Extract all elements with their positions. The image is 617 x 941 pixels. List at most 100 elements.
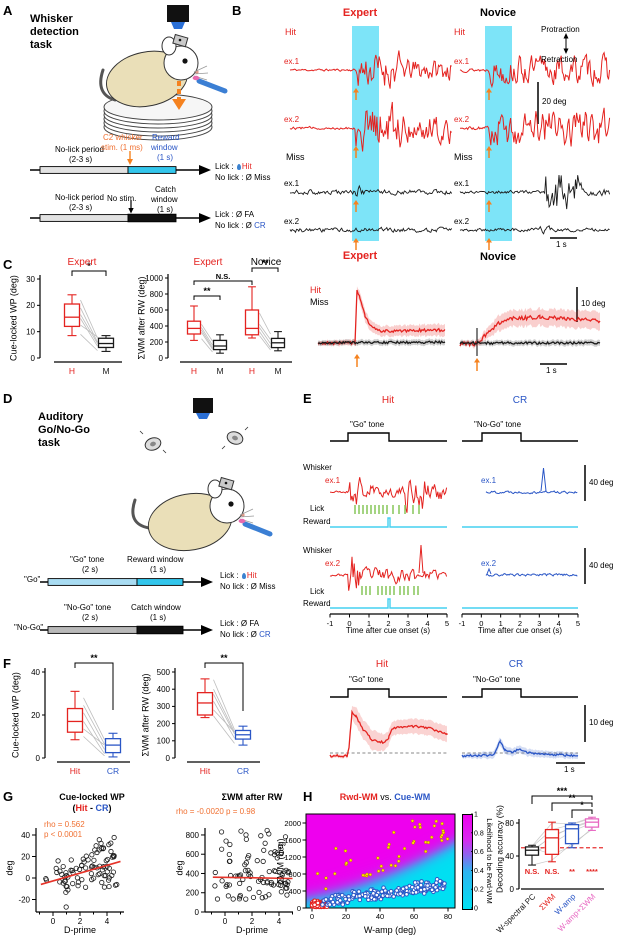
svg-text:0: 0: [223, 917, 228, 926]
boxplot-c_left: 0 10 20 30 H M *: [26, 261, 122, 376]
tongue: [192, 75, 200, 81]
lick-row-2: Lick: [310, 587, 325, 596]
novice-header: Novice: [479, 7, 517, 19]
svg-text:400: 400: [288, 887, 301, 896]
reward-window-3: (1 s): [157, 153, 173, 162]
svg-text:M: M: [102, 366, 109, 376]
scale-bars-b: [537, 82, 578, 365]
svg-text:500: 500: [157, 668, 171, 677]
colorbar: [462, 814, 473, 910]
ex2-cr-e: ex.2: [481, 559, 497, 568]
lick-ticks: [354, 505, 420, 595]
catch-window-3: (1 s): [157, 205, 173, 214]
catch-window-1: Catch: [155, 185, 176, 194]
svg-text:M: M: [274, 366, 281, 376]
svg-text:20: 20: [21, 852, 30, 861]
colorbar-label: Likelihood to be Rwd-WM: [484, 818, 494, 904]
task-title-d2: Go/No-Go: [38, 424, 90, 436]
ex1-novice-miss: ex.1: [454, 179, 470, 188]
scalebar-10deg-b: 10 deg: [581, 299, 606, 308]
svg-text:40: 40: [21, 831, 30, 840]
heatmap-h_heat: 0 400 800 1200 1600 2000 0 20 40 60 80 1 0.8 0.6 0.4 0.…: [284, 812, 484, 922]
ex2-expert-miss: ex.2: [284, 217, 300, 226]
g-left-title: Cue-locked WP: [59, 792, 125, 802]
avg-miss-legend: Miss: [310, 297, 329, 307]
protraction-label: Protraction: [541, 25, 580, 34]
h-heat-ylabel: ΣWM (deg): [275, 838, 286, 884]
svg-text:*: *: [87, 261, 91, 271]
svg-text:800: 800: [288, 870, 301, 879]
svg-text:****: ****: [586, 867, 598, 876]
nolick-label-1: No-lick period: [55, 145, 104, 154]
cr-header-e: CR: [512, 395, 528, 406]
panel-label-h: H: [303, 789, 313, 804]
outcome-fa-d: Lick : Ø FA: [220, 619, 260, 628]
svg-text:40: 40: [505, 852, 514, 861]
boxplot-c_right: 0 200 400 600 800 1000 H M H M ** N.S. **: [145, 258, 292, 376]
task-timeline-d: [40, 577, 213, 635]
svg-text:0: 0: [195, 908, 200, 917]
svg-text:200: 200: [157, 719, 171, 728]
reward-window-1: Reward: [152, 133, 180, 142]
svg-text:200: 200: [186, 889, 200, 898]
svg-text:10: 10: [26, 327, 35, 336]
c-right-ylabel: ΣWM after RW (deg): [136, 276, 147, 360]
svg-text:**: **: [203, 286, 211, 296]
svg-text:Hit: Hit: [70, 766, 81, 776]
mouse-illustration-a: [99, 5, 228, 141]
c-right-title-expert: Expert: [193, 257, 223, 268]
svg-text:4: 4: [425, 619, 429, 628]
go-tone-e-avg: "Go" tone: [349, 675, 384, 684]
svg-text:80: 80: [444, 912, 452, 921]
go-tone-label: "Go" tone: [70, 555, 105, 564]
svg-text:30: 30: [26, 275, 35, 284]
task-title-d1: Auditory: [38, 411, 84, 423]
outcome-cr-d: No lick : Ø CR: [220, 630, 271, 639]
task-title-a3: task: [30, 39, 53, 51]
svg-text:800: 800: [186, 831, 200, 840]
c-left-title: Expert: [67, 257, 97, 268]
svg-text:5: 5: [576, 619, 580, 628]
nolick-label-2: No-lick period: [55, 193, 104, 202]
svg-text:0: 0: [51, 917, 56, 926]
svg-text:2: 2: [518, 619, 522, 628]
mouse-ear: [161, 36, 177, 56]
reward-row-1: Reward: [303, 517, 331, 526]
svg-text:0: 0: [297, 904, 301, 913]
scale-bars-e: [556, 465, 586, 764]
reward-row-2: Reward: [303, 599, 331, 608]
svg-text:0: 0: [26, 874, 31, 883]
panel-label-c: C: [3, 257, 13, 272]
g-left-xlabel: D-prime: [63, 925, 96, 935]
whisker-traces: [289, 50, 611, 591]
svg-text:**: **: [90, 653, 98, 663]
whisker-row-1: Whisker: [303, 463, 332, 472]
retraction-label: Retraction: [541, 55, 578, 64]
g-right-title: ΣWM after RW: [221, 792, 283, 802]
svg-text:800: 800: [150, 290, 164, 299]
svg-text:1: 1: [367, 619, 371, 628]
svg-text:Hit: Hit: [200, 766, 211, 776]
nolick-dur-1: (2-3 s): [69, 155, 93, 164]
protraction-retraction-arrow: [563, 33, 569, 54]
svg-text:0.6: 0.6: [474, 849, 484, 856]
go-tone-dur: (2 s): [82, 565, 98, 574]
g-right-rho: rho = -0.0020 p = 0.98: [176, 807, 256, 816]
svg-text:1600: 1600: [284, 836, 301, 845]
svg-text:-1: -1: [459, 619, 466, 628]
stim-label-1: C2 whisker: [103, 133, 143, 142]
cue-arrows: [353, 88, 492, 371]
scalebar-40deg-2: 40 deg: [589, 561, 614, 570]
svg-text:0: 0: [310, 912, 314, 921]
outcome-hit-a: Lick : Hit: [215, 162, 252, 171]
boxplot-f_left: 0 20 40 Hit CR **: [31, 653, 130, 776]
ex1-novice-hit: ex.1: [454, 57, 470, 66]
hit-header-e: Hit: [381, 395, 395, 406]
time-axis-label-cr: Time after cue onset (s): [477, 626, 563, 635]
svg-text:400: 400: [186, 869, 200, 878]
nolick-dur-2: (2-3 s): [69, 203, 93, 212]
lick-spout: [196, 78, 228, 94]
f-left-ylabel: Cue-locked WP (deg): [10, 672, 21, 758]
